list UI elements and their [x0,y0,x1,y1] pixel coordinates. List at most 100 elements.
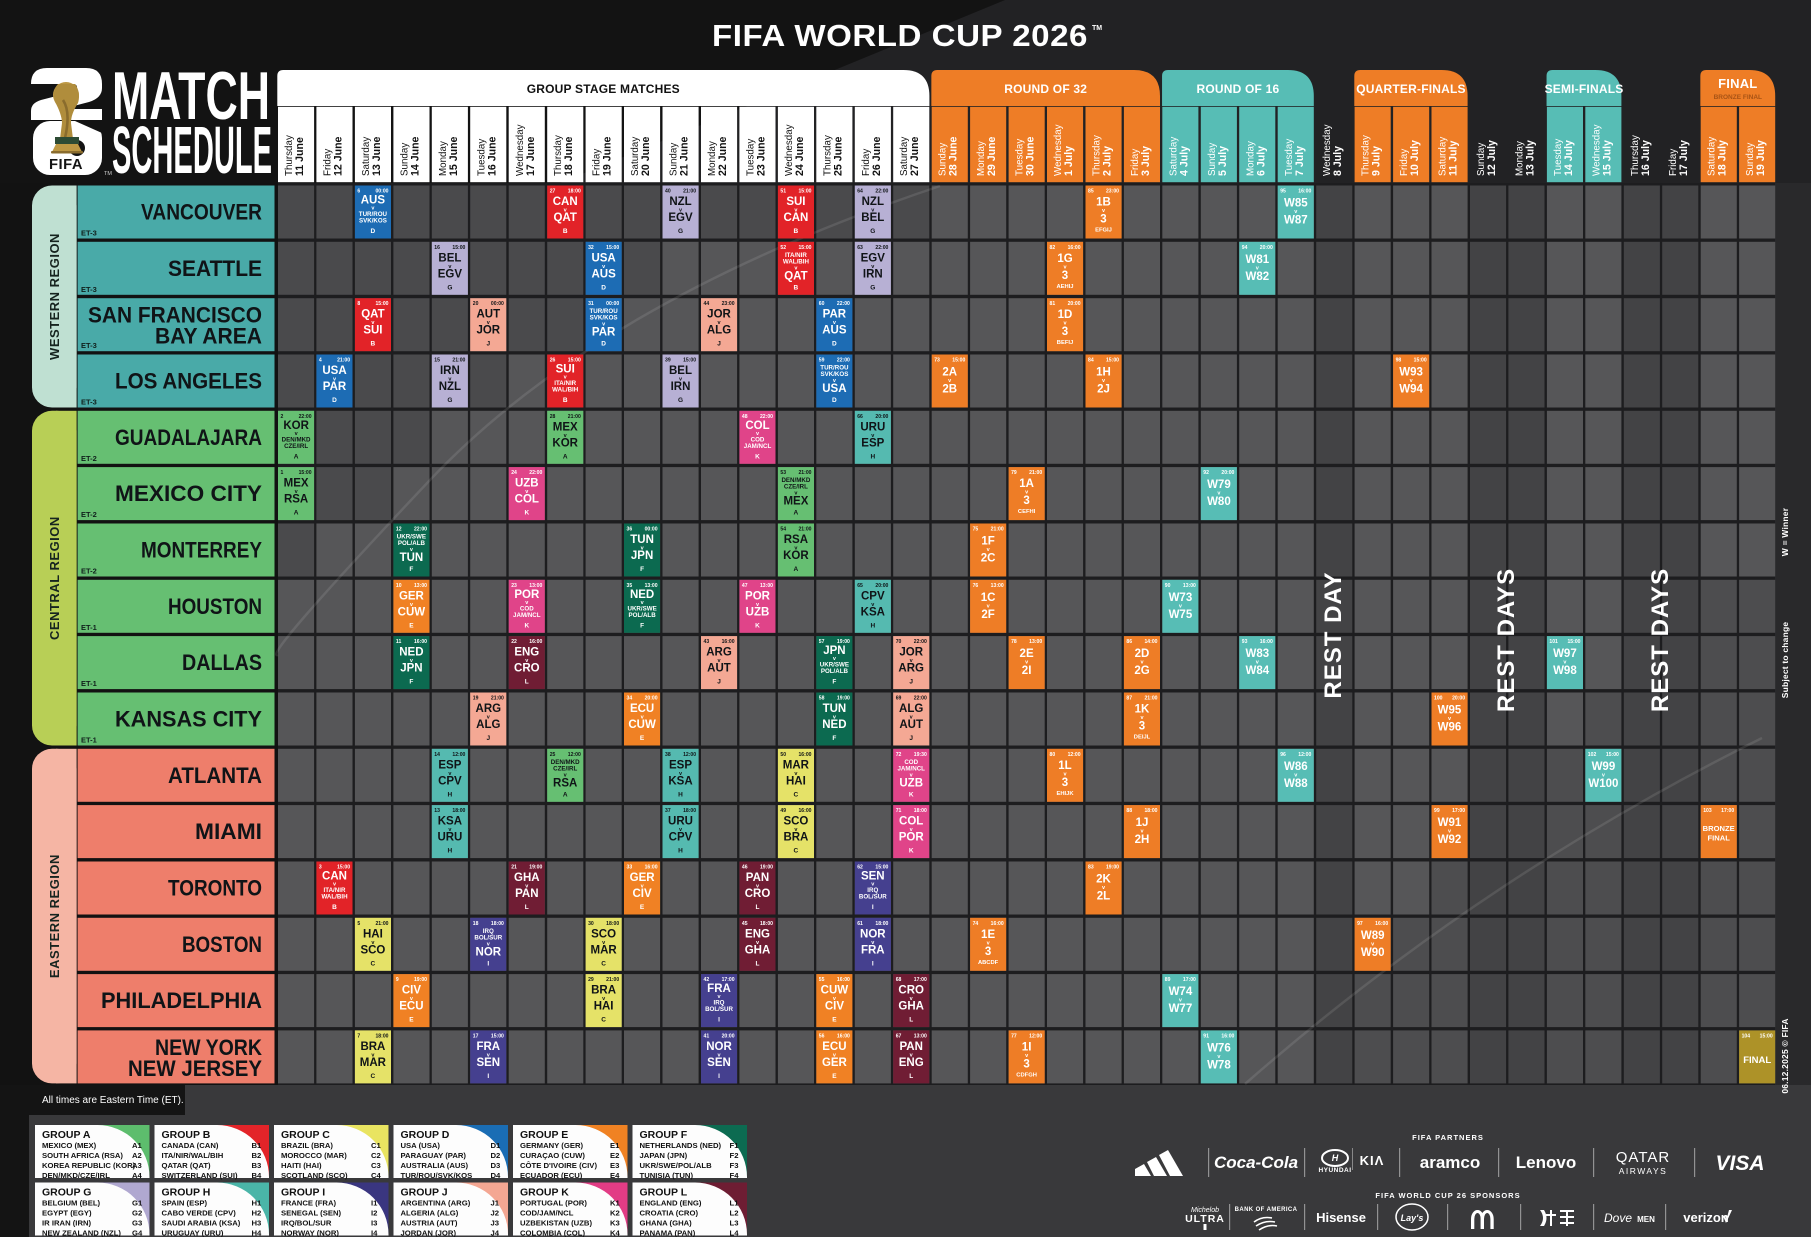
svg-text:3: 3 [1062,777,1068,789]
svg-text:17 June: 17 June [525,136,537,176]
svg-text:HYUNDAI: HYUNDAI [1318,1167,1351,1174]
svg-text:F4: F4 [730,1171,740,1180]
svg-text:75: 75 [973,527,979,533]
svg-text:81: 81 [1050,301,1056,307]
svg-text:GROUP I: GROUP I [281,1187,325,1199]
svg-text:NORWAY (NOR): NORWAY (NOR) [281,1228,339,1237]
svg-text:MEN: MEN [1637,1215,1655,1224]
svg-text:83: 83 [1088,865,1094,871]
svg-text:13:00: 13:00 [529,583,542,589]
svg-text:ATLANTA: ATLANTA [168,763,262,788]
svg-text:ENG: ENG [899,1057,924,1069]
svg-text:K1: K1 [610,1199,621,1208]
svg-text:100: 100 [1434,696,1443,702]
svg-text:AEHIJ: AEHIJ [1056,284,1073,290]
svg-text:F2: F2 [730,1151,739,1160]
svg-text:Friday: Friday [592,149,603,176]
svg-text:v: v [910,1052,914,1058]
svg-text:TUR/ROU: TUR/ROU [359,211,388,218]
svg-text:9: 9 [396,977,399,983]
svg-text:20:00: 20:00 [1068,301,1081,307]
svg-text:21:00: 21:00 [683,189,696,195]
svg-text:USA: USA [322,365,346,377]
svg-text:2I: 2I [1022,665,1032,677]
svg-text:I: I [487,960,489,967]
svg-text:CROATIA (CRO): CROATIA (CRO) [640,1209,699,1218]
svg-text:ET-2: ET-2 [81,567,97,576]
svg-text:GHA: GHA [514,872,540,884]
svg-text:W76: W76 [1207,1042,1231,1054]
svg-text:CIV: CIV [633,888,653,900]
svg-text:5 July: 5 July [1217,146,1229,176]
svg-text:PAR: PAR [323,381,347,393]
svg-text:CUW: CUW [821,985,849,997]
svg-text:PHILADELPHIA: PHILADELPHIA [101,988,262,1013]
svg-text:DEN/MKD: DEN/MKD [781,477,810,484]
svg-text:POL/ALB: POL/ALB [629,612,657,619]
svg-text:COD/JAM/NCL: COD/JAM/NCL [520,1209,574,1218]
svg-text:22:00: 22:00 [837,358,850,364]
svg-text:EFGIJ: EFGIJ [1095,228,1112,234]
svg-text:CENTRAL REGION: CENTRAL REGION [47,516,62,640]
svg-text:Sunday: Sunday [1207,143,1218,176]
svg-text:SUI: SUI [363,325,382,337]
svg-text:FIFA WORLD CUP 2026: FIFA WORLD CUP 2026 [712,18,1088,53]
svg-text:13:00: 13:00 [914,1033,927,1039]
svg-text:CZE/IRL: CZE/IRL [553,765,577,772]
svg-text:Wednesday: Wednesday [784,124,795,176]
svg-text:USA (USA): USA (USA) [401,1141,441,1150]
svg-text:D: D [371,228,376,235]
svg-text:GHA: GHA [898,1001,924,1013]
svg-text:v: v [794,208,798,214]
svg-text:19:00: 19:00 [529,865,542,871]
svg-text:UKR/SWE: UKR/SWE [397,534,426,541]
svg-text:ARG: ARG [476,703,502,715]
svg-text:NEW ZEALAND (NZL): NEW ZEALAND (NZL) [42,1228,121,1237]
svg-text:WAL/BIH: WAL/BIH [783,258,810,265]
svg-text:TUN: TUN [400,552,424,564]
svg-text:H: H [678,791,683,798]
svg-text:B: B [332,904,337,911]
svg-text:AUSTRIA (AUT): AUSTRIA (AUT) [401,1219,458,1228]
svg-text:PORTUGAL (POR): PORTUGAL (POR) [520,1199,587,1208]
svg-text:24 June: 24 June [794,136,806,176]
svg-text:13:00: 13:00 [414,583,427,589]
svg-text:Tuesday: Tuesday [1553,139,1564,176]
svg-text:12:00: 12:00 [452,752,465,758]
svg-text:1K: 1K [1135,704,1150,716]
svg-text:TORONTO: TORONTO [168,876,262,901]
svg-text:RSA: RSA [284,494,308,506]
svg-text:16:00: 16:00 [529,639,542,645]
svg-text:v: v [910,827,914,833]
svg-text:I: I [872,960,874,967]
svg-text:aramco: aramco [1420,1153,1480,1172]
svg-text:I2: I2 [371,1209,377,1218]
svg-text:1D: 1D [1058,309,1073,321]
svg-text:ET-3: ET-3 [81,341,97,350]
svg-text:AUS: AUS [822,325,847,337]
svg-text:GROUP F: GROUP F [640,1129,688,1141]
svg-text:v: v [1217,491,1221,497]
svg-text:3: 3 [1139,721,1145,733]
svg-text:H3: H3 [252,1219,262,1228]
svg-text:78: 78 [1011,639,1017,645]
svg-text:15: 15 [434,358,440,364]
svg-text:4 July: 4 July [1178,146,1190,176]
svg-text:13 July: 13 July [1525,140,1537,176]
svg-text:W97: W97 [1553,648,1577,660]
svg-text:8: 8 [357,301,360,307]
svg-text:v: v [756,940,760,946]
svg-text:15:00: 15:00 [337,865,350,871]
svg-text:v: v [833,1052,837,1058]
svg-text:W86: W86 [1284,761,1308,773]
svg-text:20:00: 20:00 [875,414,888,420]
svg-text:15:00: 15:00 [452,245,465,251]
svg-text:3: 3 [319,865,322,871]
svg-text:HAI: HAI [363,928,383,940]
svg-text:C: C [371,1073,376,1080]
svg-text:v: v [679,827,683,833]
svg-text:38: 38 [665,752,671,758]
svg-text:W90: W90 [1361,947,1385,959]
svg-text:v: v [794,265,798,271]
svg-text:NOR: NOR [706,1041,732,1053]
